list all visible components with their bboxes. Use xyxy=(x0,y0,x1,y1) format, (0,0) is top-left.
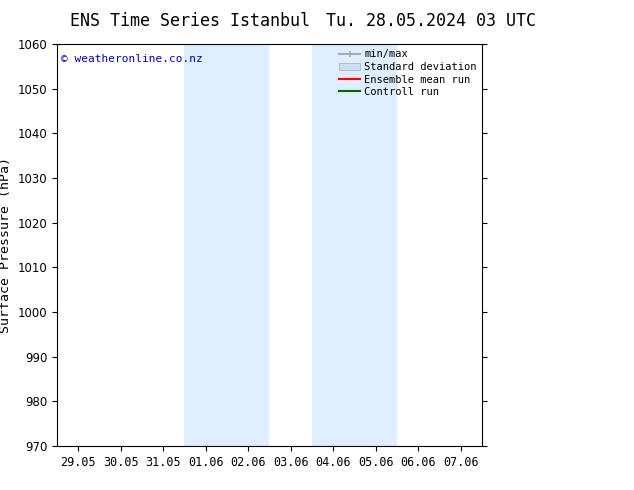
Text: Tu. 28.05.2024 03 UTC: Tu. 28.05.2024 03 UTC xyxy=(326,12,536,30)
Bar xyxy=(184,44,269,446)
Bar xyxy=(312,44,397,446)
Text: ENS Time Series Istanbul: ENS Time Series Istanbul xyxy=(70,12,310,30)
Text: © weatheronline.co.nz: © weatheronline.co.nz xyxy=(61,54,203,64)
Y-axis label: Surface Pressure (hPa): Surface Pressure (hPa) xyxy=(0,157,12,333)
Legend: min/max, Standard deviation, Ensemble mean run, Controll run: min/max, Standard deviation, Ensemble me… xyxy=(339,49,477,97)
